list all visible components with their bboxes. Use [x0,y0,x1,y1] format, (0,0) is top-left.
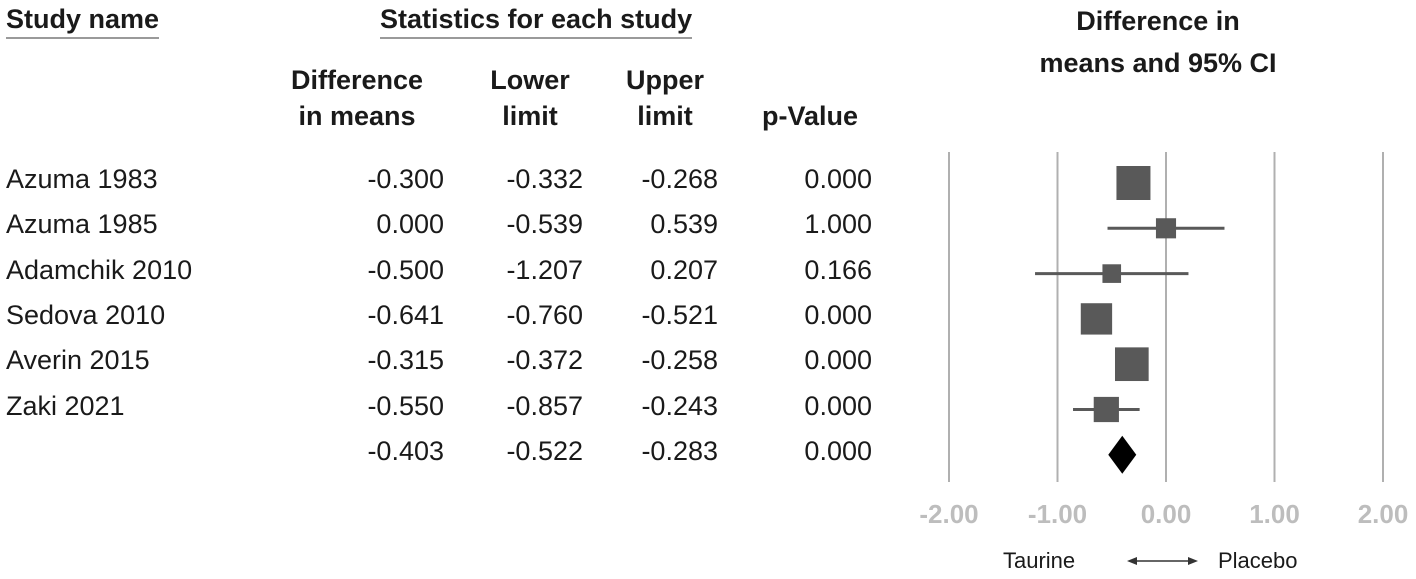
summary-diff-cell: -0.403 [367,435,444,466]
study-name-cell: Adamchik 2010 [6,254,193,285]
diff-cell: -0.641 [367,299,444,330]
lower-limit-cell: -1.207 [506,254,583,285]
lower-limit-cell: -0.372 [506,345,583,376]
upper-limit-cell: -0.258 [641,345,718,376]
study-marker [1114,347,1149,382]
col-header-upper-line1: Upper [625,65,704,95]
summary-upper-limit-cell: -0.283 [641,435,718,466]
study-name-cell: Azuma 1985 [6,209,158,240]
upper-limit-cell: -0.521 [641,299,718,330]
lower-limit-cell: -0.857 [506,390,583,421]
diff-cell: 0.000 [376,209,444,240]
col-header-diff-line1: Difference [290,65,424,95]
forest-title-line1: Difference in [1076,6,1240,36]
study-name-header: Study name [6,4,160,39]
p-value-cell: 1.000 [804,209,872,240]
tick-label: -1.00 [1028,499,1087,529]
diff-cell: -0.550 [367,390,444,421]
upper-limit-cell: 0.539 [650,209,718,240]
study-marker [1093,396,1119,423]
study-marker [1102,264,1122,283]
lower-limit-cell: -0.332 [506,164,583,194]
upper-limit-cell: -0.268 [641,164,718,194]
upper-limit-cell: -0.243 [641,390,718,421]
study-name-cell: Sedova 2010 [6,299,166,330]
col-header-upper-line2: limit [637,101,693,131]
direction-right-label: Placebo [1218,548,1298,573]
summary-p-value-cell: 0.000 [804,435,872,466]
col-header-p-line2: p-Value [761,101,859,131]
forest-title: Difference in means and 95% CI [1003,0,1313,84]
col-header-diff-line2: in means [298,101,416,131]
summary-diamond [1108,435,1137,474]
p-value-cell: 0.000 [804,164,872,194]
lower-limit-cell: -0.760 [506,299,583,330]
p-value-cell: 0.000 [804,299,872,330]
col-header-lower-line2: limit [502,101,558,131]
col-header-lower-line1: Lower [490,65,570,95]
tick-label: 1.00 [1249,499,1300,529]
tick-label: -2.00 [919,499,978,529]
forest-title-line2: means and 95% CI [1039,48,1277,78]
direction-arrow-left-head [1127,557,1137,565]
study-name-cell: Zaki 2021 [6,390,125,421]
diff-cell: -0.300 [367,164,444,194]
study-marker [1116,166,1151,200]
tick-label: 2.00 [1358,499,1409,529]
upper-limit-cell: 0.207 [650,254,718,285]
diff-cell: -0.500 [367,254,444,285]
p-value-cell: 0.166 [804,254,872,285]
statistics-header: Statistics for each study [380,4,693,39]
study-name-cell: Azuma 1983 [6,164,158,194]
lower-limit-cell: -0.539 [506,209,583,240]
col-header-p: p-Value [740,62,880,134]
study-marker [1080,303,1113,335]
p-value-cell: 0.000 [804,390,872,421]
direction-arrow-right-head [1188,557,1198,565]
study-marker [1155,218,1177,239]
direction-left-label: Taurine [1003,548,1076,573]
diff-cell: -0.315 [367,345,444,376]
summary-lower-limit-cell: -0.522 [506,435,583,466]
col-header-lower: Lower limit [465,62,595,134]
p-value-cell: 0.000 [804,345,872,376]
tick-label: 0.00 [1141,499,1192,529]
col-header-diff: Difference in means [272,62,442,134]
col-header-upper: Upper limit [600,62,730,134]
study-name-cell: Averin 2015 [6,345,150,376]
